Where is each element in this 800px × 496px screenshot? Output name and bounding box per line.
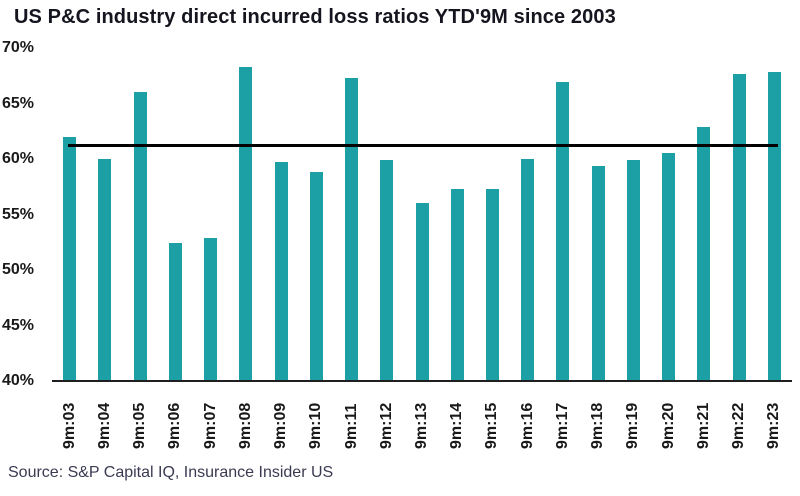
y-tick-label: 60% — [2, 150, 35, 167]
bar-9m-07 — [204, 237, 218, 381]
x-tick-label: 9m:09 — [272, 402, 290, 449]
x-tick-label: 9m:11 — [342, 403, 360, 449]
bar-9m-21 — [697, 126, 711, 381]
y-tick-label: 70% — [2, 39, 35, 56]
x-tick-label: 9m:15 — [483, 402, 501, 449]
x-tick-label: 9m:04 — [95, 402, 113, 449]
y-tick-label: 65% — [2, 94, 35, 112]
x-tick-label: 9m:16 — [518, 402, 536, 449]
bar-9m-06 — [168, 243, 182, 381]
bar-9m-05 — [133, 92, 147, 381]
x-tick-label: 9m:08 — [236, 402, 254, 449]
x-tick-label: 9m:05 — [131, 402, 149, 449]
bar-9m-12 — [380, 160, 394, 381]
bar-9m-15 — [485, 188, 499, 381]
bar-9m-18 — [591, 165, 605, 381]
bar-9m-11 — [345, 77, 359, 381]
y-tick-label: 45% — [2, 316, 35, 334]
x-tick-label: 9m:20 — [659, 402, 677, 449]
bar-9m-16 — [521, 159, 535, 381]
bar-9m-08 — [239, 66, 253, 381]
x-tick-label: 9m:21 — [694, 402, 712, 449]
bar-9m-13 — [415, 203, 429, 381]
x-tick-label: 9m:07 — [201, 402, 219, 449]
x-tick-label: 9m:14 — [448, 402, 466, 449]
x-tick-label: 9m:23 — [765, 402, 783, 449]
bar-9m-20 — [662, 153, 676, 381]
x-tick-label: 9m:12 — [377, 402, 395, 449]
bar-9m-19 — [626, 160, 640, 381]
x-tick-label: 9m:22 — [730, 402, 748, 449]
x-tick-label: 9m:17 — [553, 402, 571, 449]
bar-9m-10 — [309, 172, 323, 381]
y-tick-label: 40% — [2, 372, 35, 389]
average-reference-line — [67, 144, 779, 148]
x-tick-label: 9m:18 — [589, 402, 607, 449]
x-tick-label: 9m:13 — [413, 402, 430, 449]
bar-9m-22 — [732, 73, 746, 381]
y-tick-label: 50% — [2, 261, 35, 278]
y-tick-label: 55% — [2, 205, 35, 223]
bar-9m-23 — [767, 72, 781, 381]
chart-title: US P&C industry direct incurred loss rat… — [14, 6, 616, 28]
x-axis-line — [52, 380, 792, 382]
bar-9m-03 — [63, 136, 77, 381]
bar-9m-17 — [556, 82, 570, 381]
x-tick-label: 9m:19 — [624, 402, 642, 449]
source-attribution: Source: S&P Capital IQ, Insurance Inside… — [8, 464, 334, 481]
x-tick-label: 9m:06 — [166, 402, 184, 449]
x-tick-label: 9m:10 — [307, 402, 325, 449]
x-tick-label: 9m:03 — [60, 402, 78, 449]
bar-9m-09 — [274, 162, 288, 381]
bar-9m-14 — [450, 188, 464, 381]
bar-9m-04 — [98, 159, 112, 381]
